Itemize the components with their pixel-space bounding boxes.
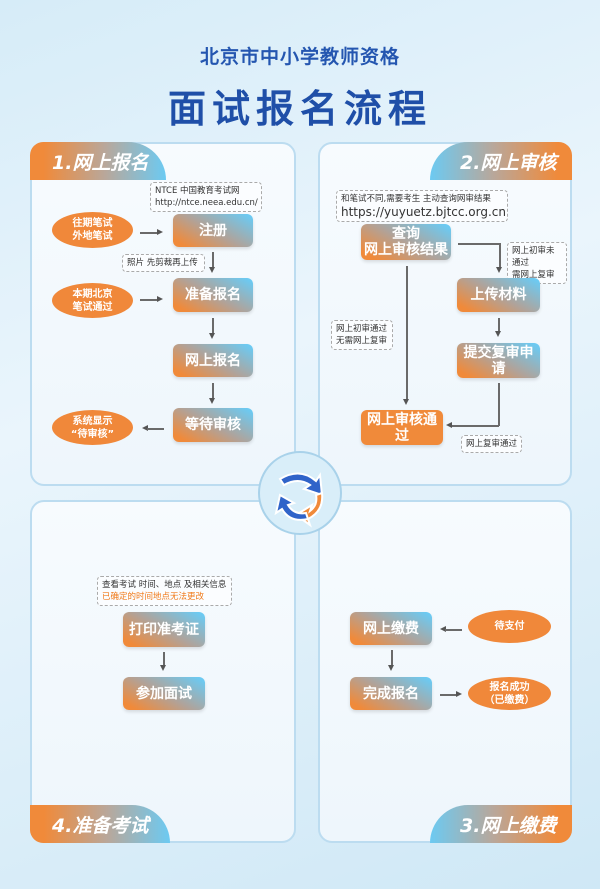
arrow-down-icon bbox=[160, 665, 166, 671]
arrow-down-icon bbox=[388, 665, 394, 671]
arrow-line bbox=[212, 252, 214, 268]
arrow-down-icon bbox=[209, 398, 215, 404]
step-online-payment: 网上缴费 bbox=[350, 612, 432, 645]
refresh-cycle-icon bbox=[274, 472, 324, 528]
oval-line: 系统显示 bbox=[72, 415, 113, 427]
note-warning: 已确定的时间地点无法更改 bbox=[102, 592, 205, 602]
note-url: https://yuyuetz.bjtcc.org.cn bbox=[341, 205, 506, 219]
arrow-right-icon bbox=[157, 229, 163, 235]
panel-step3 bbox=[318, 500, 572, 843]
arrow-line bbox=[440, 694, 457, 696]
step-complete-registration: 完成报名 bbox=[350, 677, 432, 710]
arrow-line bbox=[445, 629, 462, 631]
arrow-line bbox=[452, 425, 499, 427]
arrow-right-icon bbox=[456, 691, 462, 697]
oval-line: 报名成功 bbox=[489, 681, 530, 693]
note-line: 无需网上复审 bbox=[336, 336, 388, 346]
arrow-down-icon bbox=[209, 333, 215, 339]
tab-step2: 2.网上审核 bbox=[430, 142, 572, 180]
arrow-line bbox=[140, 299, 158, 301]
arrow-line bbox=[498, 383, 500, 426]
note-line: 网上初审通过 bbox=[336, 324, 388, 334]
arrow-line bbox=[212, 383, 214, 399]
step-online-apply: 网上报名 bbox=[173, 344, 253, 377]
step-review-passed: 网上审核通过 bbox=[361, 410, 443, 445]
arrow-line bbox=[140, 232, 158, 234]
oval-line: 笔试通过 bbox=[72, 301, 113, 313]
step-register: 注册 bbox=[173, 214, 253, 247]
arrow-line bbox=[147, 428, 164, 430]
note-photo: 照片 先剪裁再上传 bbox=[122, 254, 205, 272]
panel-step4 bbox=[30, 500, 296, 843]
box-line: 查询 bbox=[392, 226, 420, 242]
page-title: 面试报名流程 bbox=[167, 87, 432, 131]
note-ntce-site: NTCE 中国教育考试网 http://ntce.neea.edu.cn/ bbox=[150, 182, 262, 212]
step-prepare: 准备报名 bbox=[173, 278, 253, 312]
arrow-down-icon bbox=[209, 267, 215, 273]
arrow-line bbox=[163, 652, 165, 666]
oval-line: 本期北京 bbox=[72, 288, 113, 300]
step-await-review: 等待审核 bbox=[173, 408, 253, 442]
tab-step1: 1.网上报名 bbox=[30, 142, 166, 180]
center-hub bbox=[258, 451, 342, 535]
arrow-down-icon bbox=[403, 399, 409, 405]
arrow-down-icon bbox=[496, 267, 502, 273]
oval-line: （已缴费） bbox=[484, 694, 535, 706]
oval-past-exam: 往期笔试 外地笔试 bbox=[52, 212, 133, 248]
arrow-line bbox=[406, 266, 408, 400]
note-exam-info: 查看考试 时间、地点 及相关信息 已确定的时间地点无法更改 bbox=[97, 576, 232, 606]
box-line: 网上审核结果 bbox=[364, 242, 448, 258]
note-query-site: 和笔试不同,需要考生 主动查询网审结果 https://yuyuetz.bjtc… bbox=[336, 190, 508, 222]
step-print-ticket: 打印准考证 bbox=[123, 612, 205, 647]
oval-line: 往期笔试 bbox=[72, 218, 113, 229]
arrow-left-icon bbox=[440, 626, 446, 632]
oval-current-exam: 本期北京 笔试通过 bbox=[52, 283, 133, 318]
note-line: 和笔试不同,需要考生 主动查询网审结果 bbox=[341, 194, 491, 204]
arrow-down-icon bbox=[495, 331, 501, 337]
tab-step3: 3.网上缴费 bbox=[430, 805, 572, 843]
arrow-right-icon bbox=[157, 296, 163, 302]
arrow-left-icon bbox=[446, 422, 452, 428]
step-attend-interview: 参加面试 bbox=[123, 677, 205, 710]
note-line: 需网上复审 bbox=[512, 270, 555, 280]
tab-step4: 4.准备考试 bbox=[30, 805, 170, 843]
note-line: http://ntce.neea.edu.cn/ bbox=[155, 198, 258, 208]
note-line: NTCE 中国教育考试网 bbox=[155, 186, 240, 196]
note-initial-pass: 网上初审通过 无需网上复审 bbox=[331, 320, 393, 350]
arrow-line bbox=[498, 318, 500, 332]
arrow-left-icon bbox=[142, 425, 148, 431]
step-upload-materials: 上传材料 bbox=[457, 278, 540, 312]
oval-system-status: 系统显示 “待审核” bbox=[52, 410, 133, 445]
step-submit-review: 提交复审申请 bbox=[457, 343, 540, 378]
arrow-line bbox=[212, 318, 214, 334]
page-subtitle: 北京市中小学教师资格 bbox=[199, 46, 400, 68]
oval-line: “待审核” bbox=[70, 428, 115, 440]
arrow-line bbox=[391, 650, 393, 666]
step-query-result: 查询 网上审核结果 bbox=[361, 224, 451, 260]
note-review-pass: 网上复审通过 bbox=[461, 435, 522, 453]
oval-line: 外地笔试 bbox=[72, 231, 113, 242]
arrow-line bbox=[499, 243, 501, 268]
note-line: 查看考试 时间、地点 及相关信息 bbox=[102, 580, 227, 590]
arrow-line bbox=[458, 243, 500, 245]
oval-registration-success: 报名成功 （已缴费） bbox=[468, 677, 551, 710]
note-line: 网上初审未通过 bbox=[512, 246, 555, 268]
oval-pending-payment: 待支付 bbox=[468, 610, 551, 643]
